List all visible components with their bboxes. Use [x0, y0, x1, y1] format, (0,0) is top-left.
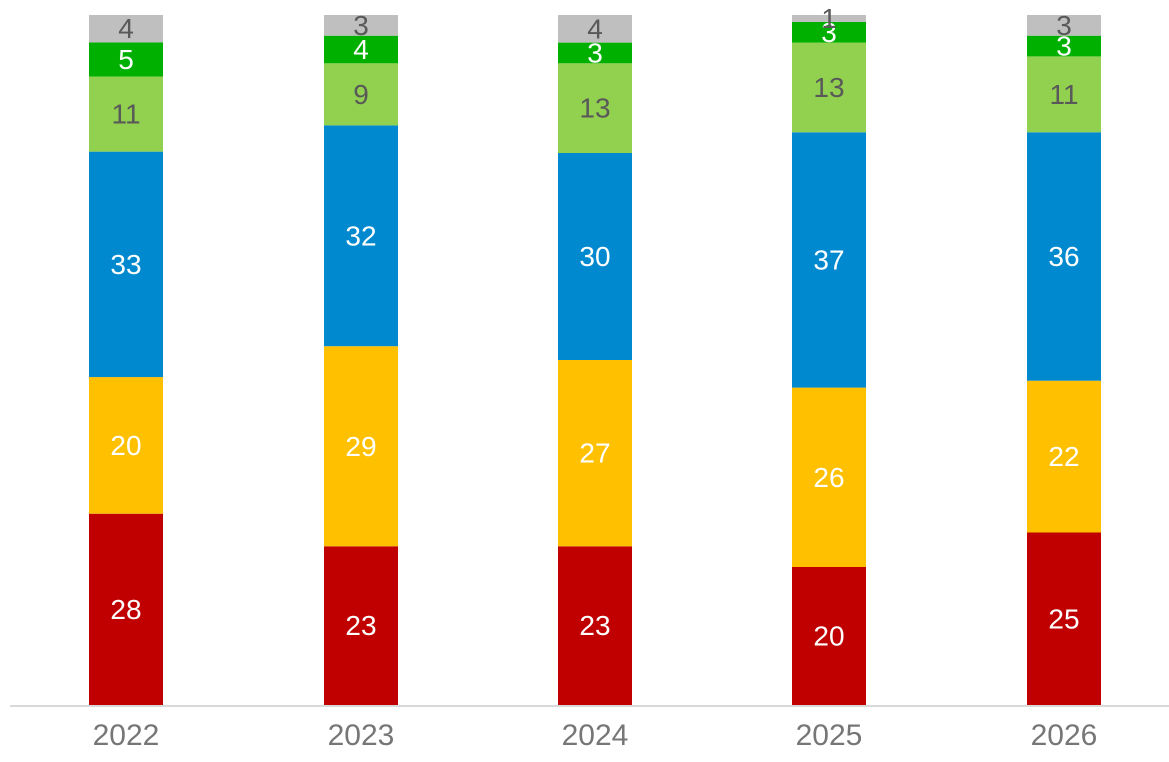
bar-segment-2025-s2 [792, 387, 866, 567]
bar-segment-2026-s6 [1027, 15, 1101, 36]
bar-segment-2022-s3 [89, 151, 163, 378]
data-label-2024-s2: 27 [579, 438, 610, 469]
segment-labels-layer: 2820331154232932943232730133420263713312… [110, 3, 1079, 652]
bar-segment-2026-s4 [1027, 56, 1101, 133]
data-label-2026-s1: 25 [1048, 603, 1079, 634]
bar-segment-2025-s1 [792, 567, 866, 705]
data-label-2024-s1: 23 [579, 610, 610, 641]
bar-segment-2024-s2 [558, 360, 632, 547]
x-tick-label-2025: 2025 [796, 719, 863, 752]
data-label-2024-s3: 30 [579, 241, 610, 272]
bar-segment-2024-s5 [558, 42, 632, 64]
bar-segment-2024-s1 [558, 546, 632, 705]
bar-segment-2022-s4 [89, 76, 163, 152]
x-tick-label-2023: 2023 [328, 719, 395, 752]
bar-segment-2023-s3 [324, 125, 398, 347]
bar-segment-2025-s3 [792, 132, 866, 388]
x-axis-tick-labels: 2022 2023 2024 2025 2026 [93, 719, 1098, 752]
data-label-2025-s3: 37 [813, 244, 844, 275]
data-label-2022-s3: 33 [110, 249, 141, 280]
data-label-2023-s1: 23 [345, 610, 376, 641]
bar-segment-2025-s6 [792, 15, 866, 22]
data-label-2026-s6: 3 [1056, 10, 1072, 41]
data-label-2025-s1: 20 [813, 621, 844, 652]
bar-segment-2025-s5 [792, 21, 866, 43]
bar-segment-2024-s3 [558, 153, 632, 360]
data-label-2026-s2: 22 [1048, 441, 1079, 472]
data-label-2022-s2: 20 [110, 430, 141, 461]
data-label-2023-s5: 4 [353, 34, 369, 65]
bar-segment-2023-s1 [324, 546, 398, 705]
data-label-2024-s4: 13 [579, 93, 610, 124]
data-label-2025-s5: 3 [821, 17, 837, 48]
bar-segment-2023-s2 [324, 346, 398, 547]
bar-segment-2025-s4 [792, 42, 866, 133]
data-label-2026-s5: 3 [1056, 31, 1072, 62]
x-tick-label-2026: 2026 [1031, 719, 1098, 752]
bar-segment-2026-s5 [1027, 35, 1101, 57]
data-label-2022-s5: 5 [118, 44, 134, 75]
data-label-2024-s6: 4 [587, 13, 603, 44]
bar-segment-2023-s4 [324, 63, 398, 126]
data-label-2023-s6: 3 [353, 10, 369, 41]
bar-segment-2026-s1 [1027, 532, 1101, 705]
bar-segment-2022-s5 [89, 42, 163, 77]
data-label-2022-s4: 11 [111, 99, 140, 130]
bar-segment-2022-s1 [89, 513, 163, 705]
bar-segment-2024-s4 [558, 63, 632, 153]
bar-segment-2022-s2 [89, 377, 163, 514]
bar-segment-2024-s6 [558, 15, 632, 43]
data-label-2023-s3: 32 [345, 220, 376, 251]
data-label-2023-s2: 29 [345, 431, 376, 462]
data-label-2026-s3: 36 [1048, 241, 1079, 272]
bars-layer [89, 15, 1101, 705]
data-label-2026-s4: 11 [1049, 79, 1078, 110]
data-label-2022-s1: 28 [110, 594, 141, 625]
data-label-2025-s4: 13 [813, 72, 844, 103]
bar-segment-2022-s6 [89, 15, 163, 43]
data-label-2023-s4: 9 [353, 79, 369, 110]
data-label-2025-s2: 26 [813, 462, 844, 493]
bar-segment-2026-s2 [1027, 380, 1101, 533]
data-label-2022-s6: 4 [118, 13, 134, 44]
bar-segment-2026-s3 [1027, 132, 1101, 381]
data-label-2025-s6: 1 [821, 3, 837, 34]
data-label-2024-s5: 3 [587, 37, 603, 68]
x-tick-label-2022: 2022 [93, 719, 160, 752]
x-tick-label-2024: 2024 [562, 719, 629, 752]
bar-segment-2023-s6 [324, 15, 398, 36]
bar-segment-2023-s5 [324, 35, 398, 64]
